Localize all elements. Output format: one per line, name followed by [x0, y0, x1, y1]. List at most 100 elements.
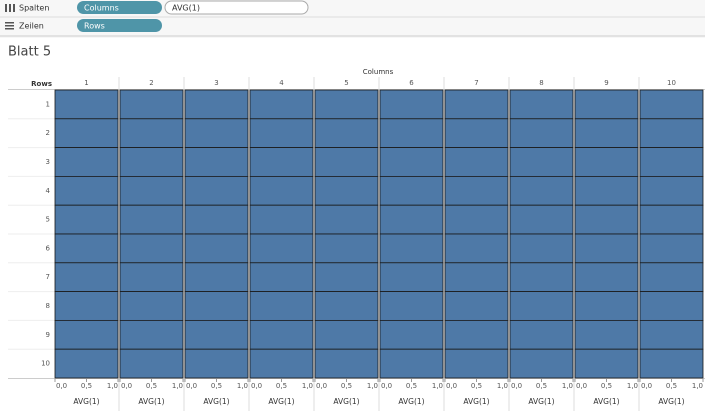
bar — [574, 291, 639, 321]
x-tick-label: 1,0 — [302, 382, 313, 390]
pill-text[interactable]: Columns — [84, 4, 119, 13]
bar — [184, 89, 249, 120]
x-tick-label: 0,5 — [666, 382, 677, 390]
bar — [379, 118, 444, 149]
row-label: 8 — [46, 302, 50, 310]
bar — [54, 262, 119, 292]
bar — [314, 262, 379, 292]
bar — [574, 233, 639, 264]
bar — [119, 89, 184, 120]
x-tick-label: 1,0 — [627, 382, 638, 390]
columns-icon — [5, 4, 15, 12]
bar — [639, 291, 704, 321]
row-label: 1 — [46, 100, 50, 108]
bar — [379, 89, 444, 120]
x-tick-label: 0,0 — [511, 382, 522, 390]
bar — [249, 262, 314, 292]
bar — [119, 319, 184, 350]
bar — [249, 291, 314, 321]
bar — [119, 118, 184, 149]
pill-editor[interactable] — [164, 0, 309, 15]
bar — [639, 118, 704, 149]
x-axis-title: AVG(1) — [268, 397, 294, 406]
bar — [249, 204, 314, 235]
bar — [444, 233, 509, 264]
bar — [314, 147, 379, 177]
column-label: 6 — [409, 79, 414, 87]
bar — [314, 89, 379, 120]
x-tick-label: 1,0 — [172, 382, 183, 390]
bar — [379, 204, 444, 235]
bar — [444, 118, 509, 149]
bar — [574, 348, 639, 379]
bar — [119, 175, 184, 206]
row-label: 5 — [46, 216, 50, 224]
bar — [444, 175, 509, 206]
bar — [54, 233, 119, 264]
x-tick-label: 0,0 — [381, 382, 392, 390]
x-tick-label: 1,0 — [562, 382, 573, 390]
x-tick-label: 1,0 — [237, 382, 248, 390]
column-label: 2 — [149, 79, 153, 87]
x-axis-title: AVG(1) — [658, 397, 684, 406]
x-tick-label: 0,0 — [576, 382, 587, 390]
x-tick-label: 0,5 — [406, 382, 417, 390]
row-label: 7 — [46, 273, 50, 281]
column-label: 1 — [84, 79, 88, 87]
bar — [314, 319, 379, 350]
bar — [574, 147, 639, 177]
bar — [509, 89, 574, 120]
bar — [509, 262, 574, 292]
bar — [119, 262, 184, 292]
shelf-label: Spalten — [19, 4, 49, 13]
bar — [314, 291, 379, 321]
x-axis-title: AVG(1) — [73, 397, 99, 406]
column-label: 4 — [279, 79, 284, 87]
column-label: 7 — [474, 79, 478, 87]
bar — [314, 204, 379, 235]
bar — [54, 348, 119, 379]
bar — [509, 118, 574, 149]
bar — [509, 233, 574, 264]
bar — [249, 175, 314, 206]
bar — [249, 233, 314, 264]
x-tick-label: 0,0 — [121, 382, 132, 390]
pill[interactable] — [77, 19, 162, 32]
bar — [119, 291, 184, 321]
row-label: 4 — [46, 187, 51, 195]
pill-text[interactable]: Rows — [84, 22, 105, 31]
bar — [379, 175, 444, 206]
bar — [379, 319, 444, 350]
bar — [379, 147, 444, 177]
shelf-label: Zeilen — [19, 22, 44, 31]
bar — [184, 348, 249, 379]
x-tick-label: 1,0 — [107, 382, 118, 390]
bar — [444, 291, 509, 321]
bar — [509, 175, 574, 206]
bar — [119, 204, 184, 235]
bar — [379, 233, 444, 264]
bar — [54, 291, 119, 321]
pill[interactable] — [77, 1, 162, 14]
column-label: 9 — [604, 79, 608, 87]
bar — [314, 175, 379, 206]
pill-text[interactable]: AVG(1) — [172, 4, 200, 13]
row-label: 6 — [46, 244, 51, 252]
bar — [184, 233, 249, 264]
bar — [184, 291, 249, 321]
bar — [54, 147, 119, 177]
bar — [639, 348, 704, 379]
bar — [444, 348, 509, 379]
bar — [184, 175, 249, 206]
bar — [444, 262, 509, 292]
x-tick-label: 0,0 — [251, 382, 262, 390]
bar — [314, 118, 379, 149]
bar — [184, 204, 249, 235]
bar — [379, 291, 444, 321]
column-label: 8 — [539, 79, 543, 87]
rows-header: Rows — [31, 80, 52, 88]
columns-header: Columns — [363, 68, 394, 76]
bar — [249, 348, 314, 379]
